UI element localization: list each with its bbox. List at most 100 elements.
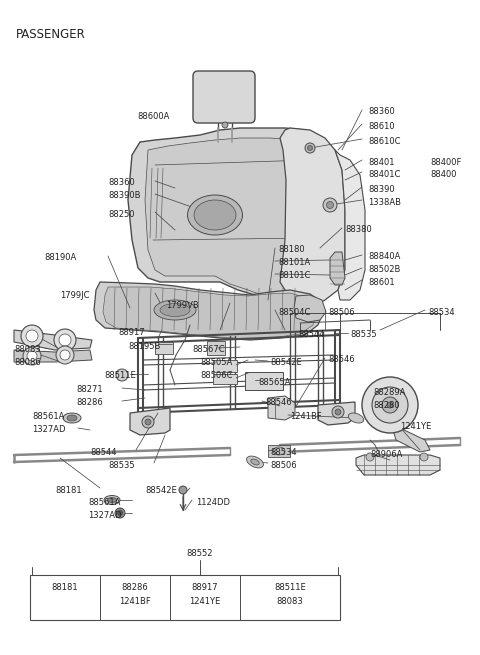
Text: 1327AD: 1327AD (88, 511, 121, 520)
Text: 88546: 88546 (328, 355, 355, 364)
Circle shape (222, 122, 228, 128)
Circle shape (54, 329, 76, 351)
Text: 88544: 88544 (298, 330, 324, 339)
Ellipse shape (194, 200, 236, 230)
Text: 88286: 88286 (121, 583, 148, 592)
Text: 88286: 88286 (76, 398, 103, 407)
Text: 88280: 88280 (373, 401, 400, 410)
Text: 88390B: 88390B (108, 191, 141, 200)
Circle shape (59, 334, 71, 346)
Text: 88534: 88534 (270, 448, 297, 457)
Text: 88840A: 88840A (368, 252, 400, 261)
Text: 88511E: 88511E (274, 583, 306, 592)
Circle shape (145, 419, 151, 425)
Text: 88271: 88271 (76, 385, 103, 394)
Circle shape (142, 416, 154, 428)
Text: 1241BF: 1241BF (119, 597, 151, 606)
Text: 1241YE: 1241YE (190, 597, 221, 606)
Text: 88601: 88601 (368, 278, 395, 287)
Text: 88502B: 88502B (368, 265, 400, 274)
Circle shape (115, 508, 125, 518)
Text: 88083: 88083 (14, 345, 41, 354)
Text: 88250: 88250 (108, 210, 134, 219)
Text: 88561A: 88561A (88, 498, 120, 507)
Text: 88401C: 88401C (368, 170, 400, 179)
Circle shape (323, 198, 337, 212)
Text: 88195B: 88195B (128, 342, 160, 351)
Text: 88917: 88917 (192, 583, 218, 592)
Text: 88542E: 88542E (270, 358, 302, 367)
Ellipse shape (67, 415, 77, 421)
Text: 88390: 88390 (368, 185, 395, 194)
Polygon shape (318, 402, 355, 425)
Text: 88535: 88535 (108, 461, 134, 470)
Text: 88565A: 88565A (258, 378, 290, 387)
Text: 1327AD: 1327AD (32, 425, 65, 434)
Text: 88401: 88401 (368, 158, 395, 167)
Ellipse shape (348, 413, 364, 423)
Polygon shape (14, 330, 92, 350)
Text: 88546: 88546 (265, 398, 292, 407)
Text: 88190A: 88190A (44, 253, 76, 262)
Circle shape (305, 143, 315, 153)
Text: 88906A: 88906A (370, 450, 402, 459)
Text: PASSENGER: PASSENGER (16, 28, 86, 41)
Text: 88400: 88400 (430, 170, 456, 179)
Ellipse shape (63, 413, 81, 423)
Bar (30, 575, 340, 620)
Polygon shape (335, 150, 365, 300)
Circle shape (372, 387, 408, 423)
Polygon shape (94, 282, 322, 340)
Text: 88552: 88552 (187, 549, 213, 558)
Polygon shape (268, 396, 295, 420)
Text: 88180: 88180 (278, 245, 305, 254)
Ellipse shape (247, 456, 264, 468)
Circle shape (366, 453, 374, 461)
Circle shape (27, 351, 37, 361)
Circle shape (335, 409, 341, 415)
Bar (207, 341, 225, 355)
Polygon shape (294, 295, 326, 322)
Text: 88380: 88380 (345, 225, 372, 234)
Circle shape (332, 406, 344, 418)
Polygon shape (103, 287, 316, 339)
Ellipse shape (108, 498, 117, 502)
Circle shape (326, 202, 334, 208)
Text: 88505A: 88505A (200, 358, 232, 367)
Text: 88917: 88917 (118, 328, 144, 337)
Text: 88400F: 88400F (430, 158, 461, 167)
Polygon shape (145, 138, 318, 302)
Circle shape (21, 325, 43, 347)
Bar (213, 374, 237, 384)
Polygon shape (14, 350, 92, 362)
Text: 88610: 88610 (368, 122, 395, 131)
Ellipse shape (251, 459, 259, 465)
Ellipse shape (154, 300, 196, 320)
Text: 1338AB: 1338AB (368, 198, 401, 207)
Text: 1241BF: 1241BF (290, 412, 322, 421)
Text: 88511E: 88511E (104, 371, 136, 380)
Text: 88534: 88534 (428, 308, 455, 317)
Text: 88561A: 88561A (32, 412, 64, 421)
Polygon shape (128, 128, 325, 308)
Text: 88600A: 88600A (138, 112, 170, 121)
Text: 1241YE: 1241YE (400, 422, 431, 431)
Ellipse shape (273, 447, 285, 455)
Text: 1799JC: 1799JC (60, 291, 89, 300)
Circle shape (387, 402, 393, 408)
Text: 88181: 88181 (55, 486, 82, 495)
Text: 88181: 88181 (52, 583, 78, 592)
Polygon shape (390, 420, 430, 452)
Bar (245, 372, 283, 390)
Polygon shape (356, 455, 440, 475)
Text: 88506C: 88506C (200, 371, 232, 380)
Text: 88086: 88086 (14, 358, 41, 367)
Text: 88289A: 88289A (373, 388, 406, 397)
Text: 88083: 88083 (276, 597, 303, 606)
Ellipse shape (160, 303, 190, 316)
Circle shape (60, 350, 70, 360)
Circle shape (118, 510, 122, 515)
Circle shape (308, 145, 312, 151)
Circle shape (362, 377, 418, 433)
Bar (155, 342, 173, 354)
